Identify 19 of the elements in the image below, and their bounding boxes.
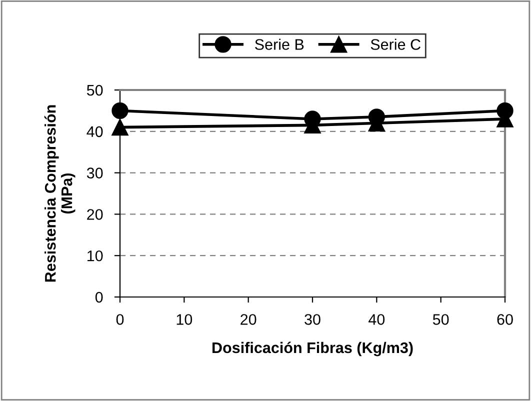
x-tick-label: 0 bbox=[116, 314, 124, 325]
point bbox=[112, 118, 128, 136]
point bbox=[112, 102, 128, 120]
y-tick-label: 40 bbox=[86, 126, 103, 138]
legend-label: Serie B bbox=[255, 38, 304, 50]
y-tick-label: 20 bbox=[87, 209, 103, 220]
x-tick-label: 10 bbox=[176, 314, 192, 325]
y-axis-title: Resistencia Compresión (MPa) bbox=[44, 105, 76, 282]
y-tick-label: 30 bbox=[86, 168, 103, 178]
x-tick-label: 60 bbox=[497, 314, 513, 325]
x-axis-title: Dosificación Fibras (Kg/m3) bbox=[212, 342, 413, 356]
x-tick-label: 50 bbox=[432, 314, 449, 325]
y-tick-label: 50 bbox=[86, 84, 103, 96]
x-tick-label: 40 bbox=[368, 314, 385, 325]
legend-label: Serie C bbox=[370, 38, 420, 50]
y-tick-label: 10 bbox=[88, 250, 103, 262]
x-tick-label: 20 bbox=[240, 314, 256, 325]
x-tick-label: 30 bbox=[304, 314, 320, 325]
y-tick-label: 0 bbox=[95, 292, 103, 303]
